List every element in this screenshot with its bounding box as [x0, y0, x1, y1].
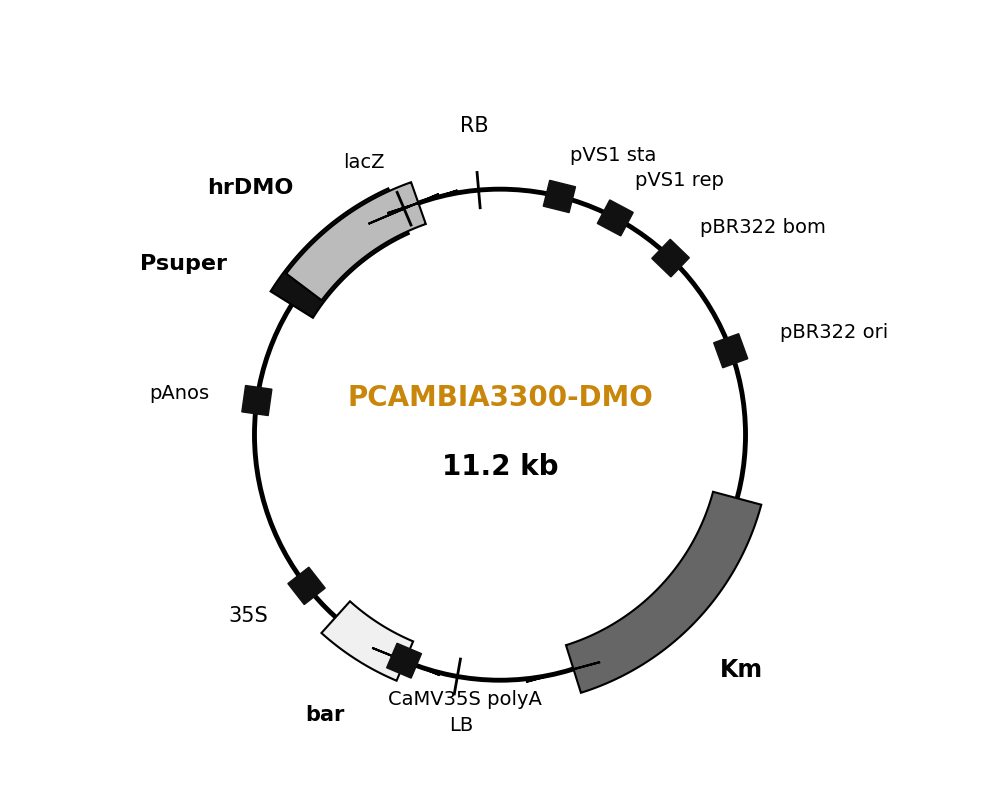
- Bar: [714, 334, 748, 368]
- Bar: [242, 386, 272, 415]
- Text: RB: RB: [460, 116, 488, 135]
- Text: PCAMBIA3300-DMO: PCAMBIA3300-DMO: [347, 385, 653, 412]
- Polygon shape: [526, 662, 600, 682]
- Text: bar: bar: [305, 704, 344, 724]
- Text: Km: Km: [720, 658, 763, 682]
- Text: LB: LB: [449, 716, 473, 735]
- Text: pVS1 rep: pVS1 rep: [635, 171, 724, 191]
- Polygon shape: [271, 188, 409, 318]
- Polygon shape: [566, 492, 761, 693]
- Bar: [387, 643, 421, 678]
- Text: CaMV35S polyA: CaMV35S polyA: [388, 690, 542, 708]
- Text: pBR322 ori: pBR322 ori: [780, 324, 888, 342]
- Text: lacZ: lacZ: [343, 153, 385, 172]
- Bar: [597, 200, 633, 236]
- Polygon shape: [321, 601, 413, 681]
- Text: 35S: 35S: [229, 605, 268, 625]
- Text: hrDMO: hrDMO: [207, 178, 293, 198]
- Polygon shape: [286, 182, 426, 300]
- Text: pBR322 bom: pBR322 bom: [700, 218, 826, 237]
- Text: pVS1 sta: pVS1 sta: [570, 147, 656, 165]
- Polygon shape: [387, 190, 457, 213]
- Bar: [652, 239, 689, 277]
- Text: 11.2 kb: 11.2 kb: [442, 453, 558, 481]
- Text: pAnos: pAnos: [149, 384, 209, 403]
- Bar: [543, 180, 575, 213]
- Bar: [288, 568, 325, 605]
- Polygon shape: [372, 648, 440, 675]
- Text: Psuper: Psuper: [140, 254, 227, 274]
- Polygon shape: [368, 194, 439, 224]
